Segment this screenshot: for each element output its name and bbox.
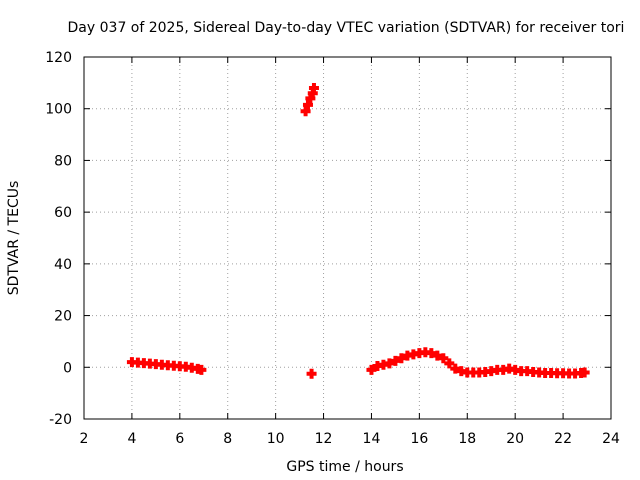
x-tick-label: 8 [223, 431, 232, 447]
data-point [384, 358, 395, 369]
y-tick-label: 80 [54, 153, 72, 169]
data-point [366, 364, 377, 375]
data-point [306, 368, 317, 379]
x-tick-label: 14 [363, 431, 381, 447]
y-axis-label: SDTVAR / TECUs [6, 181, 22, 296]
y-tick-label: 20 [54, 309, 72, 325]
data-point [308, 83, 319, 94]
y-tick-label: 120 [45, 50, 72, 66]
x-axis-label: GPS time / hours [286, 459, 403, 475]
y-tick-label: 0 [63, 360, 72, 376]
x-tick-label: 12 [315, 431, 333, 447]
data-point [390, 355, 401, 366]
plot-frame [83, 56, 612, 420]
data-point [579, 367, 590, 378]
data-points [126, 83, 590, 379]
y-tick-label: 60 [54, 205, 72, 221]
x-tick-label: 2 [80, 431, 89, 447]
y-tick-label: -20 [49, 412, 72, 428]
x-tick-label: 4 [127, 431, 136, 447]
x-tick-label: 20 [506, 431, 524, 447]
x-tick-label: 24 [602, 431, 620, 447]
x-tick-label: 10 [267, 431, 285, 447]
x-tick-label: 6 [175, 431, 184, 447]
data-point [444, 358, 455, 369]
y-tick-label: 40 [54, 257, 72, 273]
data-point [432, 350, 443, 361]
data-point [438, 353, 449, 364]
grid [84, 57, 611, 419]
y-tick-label: 100 [45, 102, 72, 118]
x-tick-label: 16 [410, 431, 428, 447]
data-point [196, 364, 207, 375]
x-tick-label: 18 [458, 431, 476, 447]
data-point [302, 99, 313, 110]
data-point [396, 353, 407, 364]
data-point [300, 106, 311, 117]
data-point [426, 348, 437, 359]
x-tick-label: 22 [554, 431, 572, 447]
data-point [450, 363, 461, 374]
chart-title: Day 037 of 2025, Sidereal Day-to-day VTE… [68, 20, 625, 36]
